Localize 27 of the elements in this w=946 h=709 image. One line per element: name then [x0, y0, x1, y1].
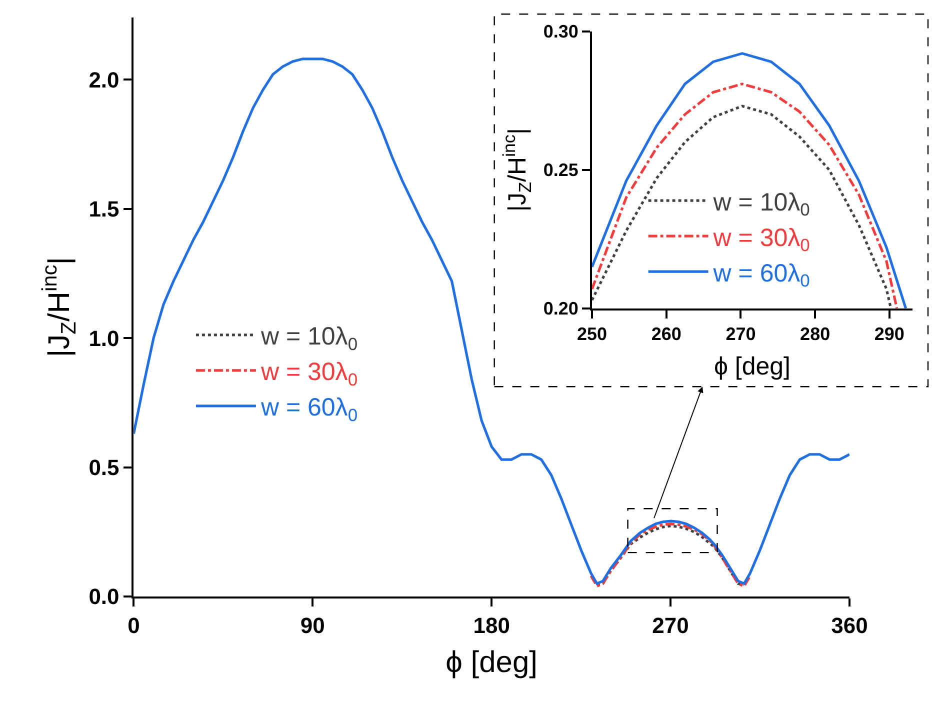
x-tick-label: 270 [726, 324, 756, 344]
y-tick-label: 0.20 [543, 298, 578, 319]
y-tick-label: 0.0 [88, 584, 120, 610]
y-tick-label: 0.30 [543, 22, 578, 42]
y-tick-label: 0.25 [543, 160, 578, 180]
x-tick-label: 290 [874, 324, 904, 344]
line-series [134, 58, 850, 585]
legend-label: w = 30λ$_{0}$ [260, 358, 358, 390]
x-tick-label: 0 [128, 612, 140, 638]
x-tick-label: 360 [831, 612, 868, 638]
x-axis-title: ϕ [deg] [714, 352, 791, 381]
legend-label: w = 10λ$_{0}$ [712, 188, 810, 220]
y-tick-label: 1.0 [88, 326, 120, 351]
x-tick-label: 260 [651, 324, 682, 344]
x-tick-label: 180 [473, 612, 510, 638]
x-tick-label: 280 [800, 324, 830, 344]
y-tick-label: 0.5 [88, 454, 120, 480]
legend-label: w = 30λ$_{0}$ [712, 224, 810, 256]
x-axis-title: ϕ [deg] [446, 646, 538, 679]
x-tick-label: 270 [652, 612, 689, 638]
legend-label: w = 60λ$_{0}$ [712, 259, 810, 291]
x-tick-label: 250 [576, 324, 608, 344]
legend-label: w = 60λ$_{0}$ [260, 394, 358, 425]
y-tick-label: 1.5 [88, 196, 120, 222]
y-tick-label: 2.0 [88, 67, 120, 92]
x-tick-label: 90 [300, 612, 325, 638]
legend-label: w = 10λ$_{0}$ [260, 322, 358, 354]
